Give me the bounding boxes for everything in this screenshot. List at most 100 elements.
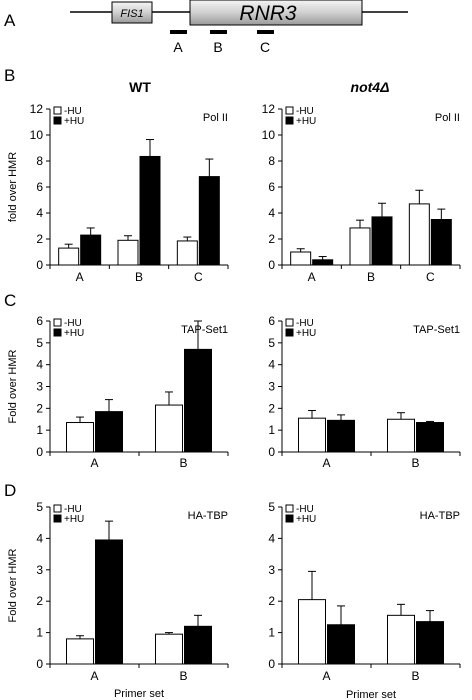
y-tick-label: 4 — [268, 358, 275, 372]
legend-label-plus: +HU — [64, 116, 84, 127]
schematic: A FIS1 RNR3 A B C — [4, 0, 408, 55]
x-axis-label: Primer set — [114, 688, 164, 700]
y-tick-label: 6 — [36, 180, 43, 194]
bar — [66, 638, 94, 665]
bar — [387, 418, 415, 453]
legend-swatch-plus — [285, 328, 294, 337]
legend-label-minus: -HU — [64, 318, 82, 329]
legend-label-plus: +HU — [296, 328, 316, 339]
bar — [184, 348, 212, 453]
bar — [66, 422, 94, 453]
x-tick-label: B — [179, 669, 187, 683]
legend-label-minus: -HU — [296, 106, 314, 117]
chart-title: Pol II — [435, 112, 460, 124]
primer-a-mark — [170, 30, 187, 34]
x-axis-label: Primer set — [346, 689, 396, 700]
x-tick-label: B — [179, 456, 187, 470]
y-tick-label: 0 — [268, 258, 275, 272]
x-tick-label: A — [322, 456, 330, 470]
x-tick-label: B — [135, 270, 143, 284]
legend-swatch-plus — [285, 514, 294, 523]
y-tick-label: 10 — [30, 128, 44, 142]
y-tick-label: 0 — [36, 258, 43, 272]
y-axis-label: Fold over HMR — [7, 349, 19, 423]
y-tick-label: 12 — [30, 102, 44, 116]
chart-hatbp-wt: 0 1 2 3 4 5 A B HA-TBP -HU+HU Fold over HMR Primer … — [7, 500, 229, 700]
bar — [416, 621, 444, 665]
bar — [290, 251, 312, 266]
y-tick-label: 4 — [36, 531, 43, 545]
y-tick-label: 1 — [268, 626, 275, 640]
primer-b-mark — [210, 30, 227, 34]
legend-swatch-plus — [53, 328, 62, 337]
y-tick-label: 12 — [262, 102, 276, 116]
x-tick-label: C — [194, 270, 203, 284]
legend-swatch-minus — [53, 504, 62, 513]
y-tick-label: 0 — [268, 445, 275, 459]
bar — [312, 259, 334, 266]
legend-swatch-minus — [53, 106, 62, 115]
gene-fis1 — [111, 1, 153, 24]
primer-b-label: B — [213, 39, 222, 55]
bar — [327, 624, 355, 665]
primer-c-mark — [257, 30, 274, 34]
legend-label-minus: -HU — [64, 106, 82, 117]
y-tick-label: 0 — [36, 445, 43, 459]
y-tick-label: 6 — [268, 180, 275, 194]
x-tick-label: A — [90, 456, 98, 470]
y-tick-label: 4 — [268, 531, 275, 545]
panel-letter-a: A — [4, 11, 16, 30]
legend-label-minus: -HU — [296, 318, 314, 329]
y-axis-label: fold over HMR — [7, 152, 19, 222]
bar — [155, 404, 183, 453]
legend-swatch-plus — [53, 514, 62, 523]
legend-swatch-minus — [285, 318, 294, 327]
primer-c-label: C — [260, 39, 270, 55]
chart-title: TAP-Set1 — [413, 324, 460, 336]
bar — [198, 176, 220, 266]
y-tick-label: 4 — [36, 206, 43, 220]
y-tick-label: 3 — [268, 380, 275, 394]
y-tick-label: 2 — [36, 594, 43, 608]
legend-swatch-minus — [285, 504, 294, 513]
y-tick-label: 1 — [36, 626, 43, 640]
y-tick-label: 5 — [36, 500, 43, 514]
y-tick-label: 1 — [36, 423, 43, 437]
bar — [430, 219, 452, 266]
legend-swatch-minus — [285, 106, 294, 115]
legend-label-minus: -HU — [64, 504, 82, 515]
bar — [95, 411, 123, 453]
legend-label-plus: +HU — [64, 514, 84, 525]
y-tick-label: 5 — [268, 500, 275, 514]
gene-rnr3 — [189, 0, 363, 26]
chart-hatbp-not4: 0 1 2 3 4 5 A B HA-TBP -HU+HU Primer set — [268, 500, 461, 700]
bar — [176, 240, 198, 266]
chart-title: HA-TBP — [420, 510, 460, 522]
y-tick-label: 0 — [268, 657, 275, 671]
chart-tapset1-not4: 0 1 2 3 4 5 6 A B TAP-Set1 -HU+HU — [268, 314, 461, 470]
bar — [80, 234, 102, 266]
y-tick-label: 5 — [268, 336, 275, 350]
y-tick-label: 4 — [36, 358, 43, 372]
y-tick-label: 2 — [268, 401, 275, 415]
bar — [416, 422, 444, 453]
y-tick-label: 1 — [268, 423, 275, 437]
x-tick-label: B — [411, 456, 419, 470]
legend-label-minus: -HU — [296, 504, 314, 515]
gene-fis1-label: FIS1 — [120, 8, 143, 20]
y-tick-label: 8 — [36, 154, 43, 168]
y-axis-label: Fold over HMR — [7, 548, 19, 622]
y-tick-label: 2 — [36, 401, 43, 415]
x-tick-label: B — [411, 669, 419, 683]
chart-pol2-not4: 0 2 4 6 8 10 12 A B C Pol II -HU+HU — [262, 102, 461, 284]
panel-letter-c: C — [4, 291, 16, 310]
y-tick-label: 3 — [36, 563, 43, 577]
legend-swatch-plus — [285, 116, 294, 125]
y-tick-label: 8 — [268, 154, 275, 168]
bar — [95, 539, 123, 665]
bar — [155, 633, 183, 665]
bar — [298, 599, 326, 665]
y-tick-label: 2 — [268, 594, 275, 608]
legend-swatch-plus — [53, 116, 62, 125]
